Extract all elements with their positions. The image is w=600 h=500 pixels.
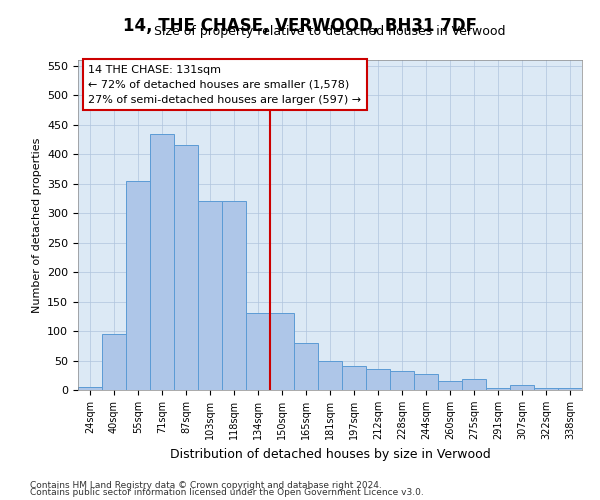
- Text: Contains HM Land Registry data © Crown copyright and database right 2024.: Contains HM Land Registry data © Crown c…: [30, 480, 382, 490]
- Bar: [534, 388, 558, 390]
- Bar: [414, 374, 438, 390]
- Bar: [102, 334, 126, 390]
- Y-axis label: Number of detached properties: Number of detached properties: [32, 138, 41, 312]
- Bar: [390, 370, 414, 390]
- Bar: [438, 381, 462, 390]
- X-axis label: Distribution of detached houses by size in Verwood: Distribution of detached houses by size …: [170, 448, 490, 460]
- Bar: [198, 202, 222, 390]
- Bar: [126, 181, 150, 390]
- Bar: [366, 370, 390, 390]
- Bar: [78, 387, 102, 390]
- Text: 14, THE CHASE, VERWOOD, BH31 7DF: 14, THE CHASE, VERWOOD, BH31 7DF: [123, 18, 477, 36]
- Bar: [486, 388, 510, 390]
- Text: 14 THE CHASE: 131sqm
← 72% of detached houses are smaller (1,578)
27% of semi-de: 14 THE CHASE: 131sqm ← 72% of detached h…: [88, 65, 361, 104]
- Bar: [510, 386, 534, 390]
- Bar: [246, 314, 270, 390]
- Bar: [294, 343, 318, 390]
- Bar: [222, 202, 246, 390]
- Bar: [558, 388, 582, 390]
- Bar: [462, 380, 486, 390]
- Bar: [342, 366, 366, 390]
- Bar: [150, 134, 174, 390]
- Bar: [318, 360, 342, 390]
- Title: Size of property relative to detached houses in Verwood: Size of property relative to detached ho…: [154, 25, 506, 38]
- Text: Contains public sector information licensed under the Open Government Licence v3: Contains public sector information licen…: [30, 488, 424, 497]
- Bar: [270, 314, 294, 390]
- Bar: [174, 146, 198, 390]
